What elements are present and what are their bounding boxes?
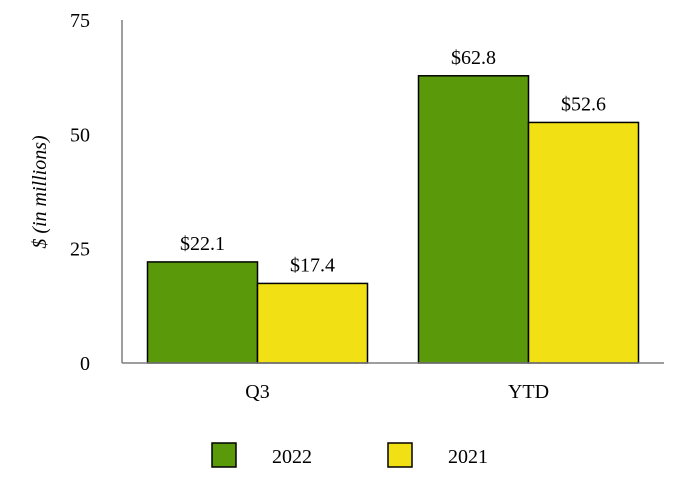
- data-label-ytd-2021: $52.6: [561, 93, 606, 115]
- data-label-q3-2022: $22.1: [180, 233, 225, 255]
- y-axis-title-group: $ (in millions): [29, 135, 51, 249]
- y-axis-title: $ (in millions): [29, 135, 51, 249]
- bars: [146, 75, 640, 364]
- legend-label-2021: 2021: [448, 446, 488, 468]
- data-labels: $22.1 $17.4 $62.8 $52.6: [180, 47, 606, 277]
- bar-ytd-2021: [527, 121, 640, 364]
- legend-label-2022: 2022: [272, 446, 312, 468]
- y-tick-label-75: 75: [70, 10, 90, 32]
- y-tick-label-25: 25: [70, 239, 90, 261]
- data-label-ytd-2022: $62.8: [451, 47, 496, 69]
- bar-ytd-2022: [417, 75, 530, 364]
- legend: 2022 2021: [211, 442, 488, 468]
- category-label-q3: Q3: [245, 381, 269, 403]
- category-label-ytd: YTD: [508, 381, 549, 403]
- y-tick-label-50: 50: [70, 124, 90, 146]
- category-labels: Q3 YTD: [245, 381, 549, 403]
- y-axis-ticks: 0 25 50 75: [70, 10, 90, 375]
- legend-swatch-2021: [387, 442, 413, 468]
- legend-swatch-2022: [211, 442, 237, 468]
- data-label-q3-2021: $17.4: [290, 254, 335, 276]
- bar-q3-2022: [146, 261, 259, 364]
- bar-q3-2021: [256, 282, 369, 364]
- y-tick-label-0: 0: [80, 353, 90, 375]
